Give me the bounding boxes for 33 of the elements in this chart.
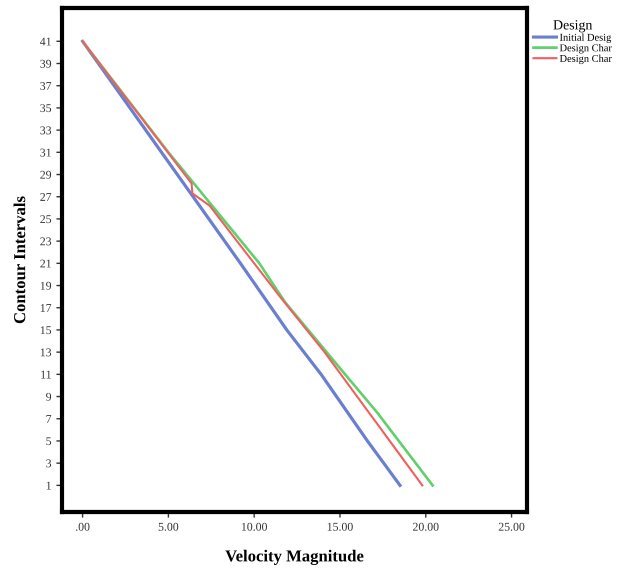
x-tick-label: .00	[76, 522, 90, 531]
y-tick-label: 13	[40, 348, 52, 356]
y-tick-label: 31	[40, 148, 51, 157]
y-tick-label: 1	[46, 482, 51, 490]
y-tick-label: 9	[46, 392, 52, 401]
x-tick-label: 20.00	[413, 522, 439, 531]
x-tick-label: 10.00	[242, 522, 268, 531]
legend-label: Design Char	[560, 54, 612, 64]
y-tick-label: 29	[40, 170, 52, 179]
y-tick-label: 11	[41, 370, 51, 378]
legend-title: Design	[553, 20, 592, 32]
y-tick-label: 37	[40, 82, 52, 90]
y-tick-label: 19	[40, 282, 52, 290]
y-tick-label: 3	[46, 459, 52, 468]
x-tick-label: 5.00	[158, 522, 178, 531]
x-axis-title: Velocity Magnitude	[225, 550, 364, 566]
y-tick-label: 7	[46, 415, 52, 423]
y-tick-label: 21	[40, 260, 51, 268]
legend-label: Design Char	[560, 44, 612, 54]
y-tick-label: 35	[40, 104, 52, 112]
y-axis-title: Contour Intervals	[14, 196, 26, 324]
y-tick-label: 25	[40, 215, 52, 224]
y-tick-label: 23	[40, 237, 52, 246]
y-tick-label: 33	[40, 126, 52, 134]
y-tick-label: 5	[46, 437, 52, 446]
x-tick-label: 25.00	[498, 522, 524, 531]
y-tick-label: 39	[40, 60, 52, 68]
y-tick-label: 17	[40, 304, 52, 312]
y-tick-label: 27	[40, 193, 52, 201]
legend-label: Initial Desig	[560, 33, 612, 43]
x-tick-label: 15.00	[328, 522, 353, 531]
y-tick-label: 15	[40, 326, 52, 334]
y-tick-label: 41	[40, 38, 51, 46]
